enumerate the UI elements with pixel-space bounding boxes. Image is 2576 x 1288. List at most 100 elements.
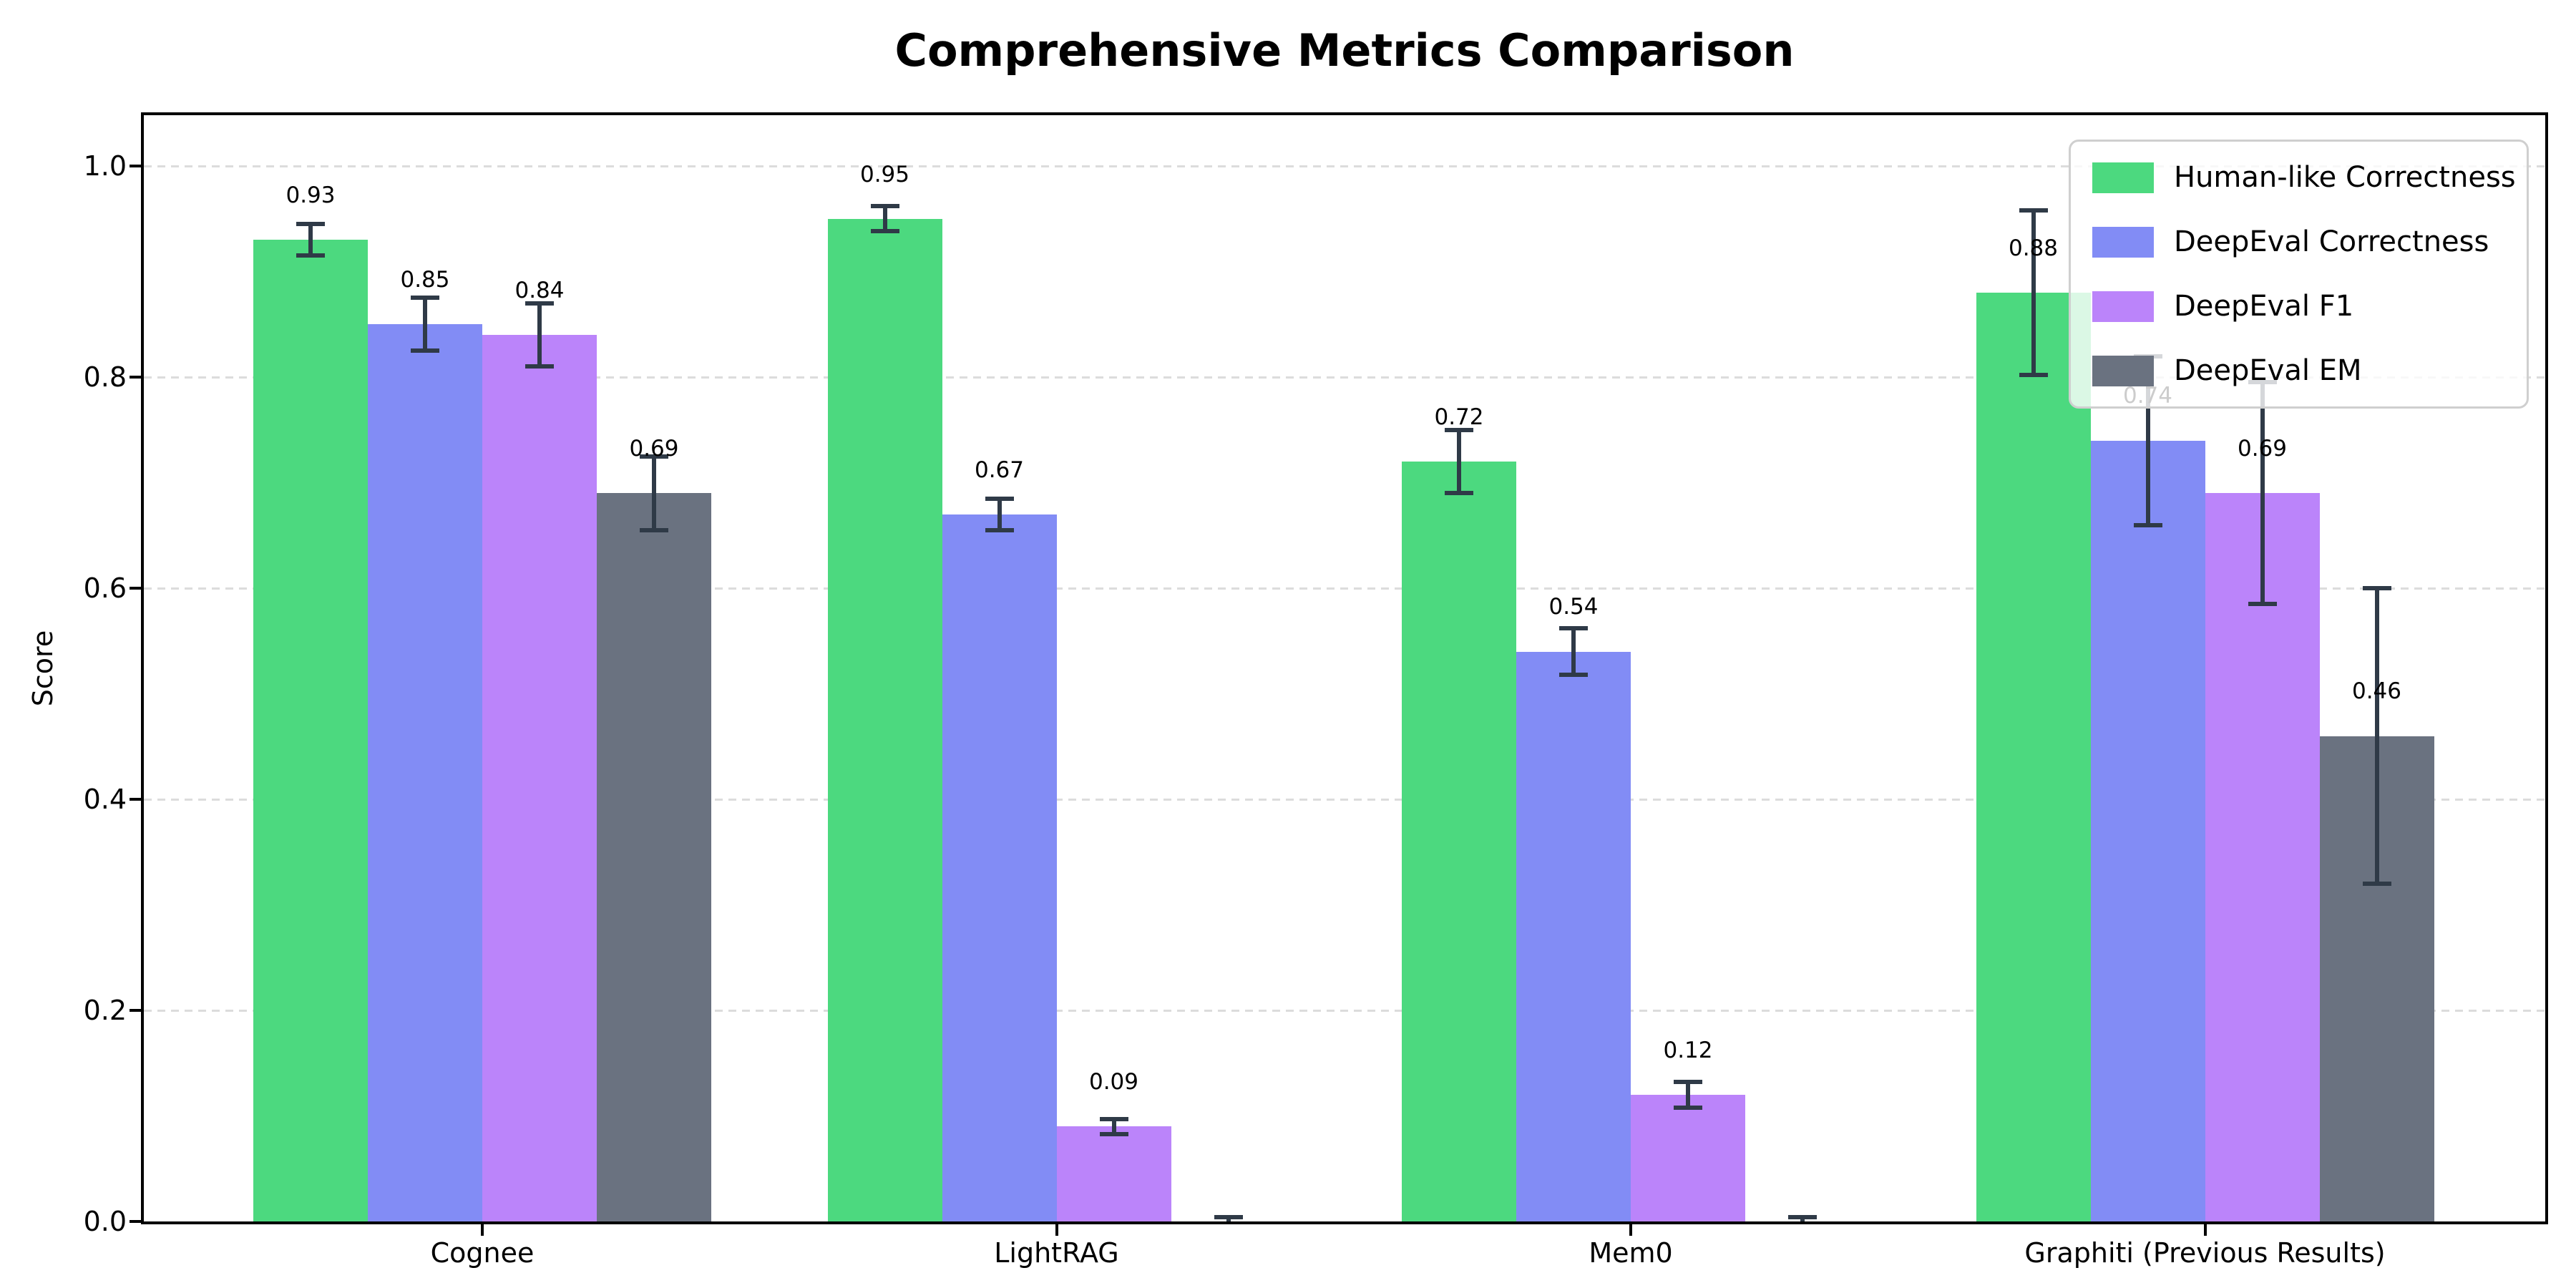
error-bar-line	[1111, 1118, 1116, 1134]
x-tick-mark	[1055, 1224, 1058, 1236]
legend-label: DeepEval EM	[2174, 354, 2362, 387]
error-bar-cap-top	[2362, 586, 2391, 590]
error-bar-cap-top	[1099, 1116, 1128, 1121]
y-tick-mark	[130, 165, 141, 167]
y-tick-label: 1.0	[83, 150, 127, 182]
x-tick-mark	[481, 1224, 484, 1236]
bar	[1516, 651, 1631, 1221]
bar-value-label: 0.72	[1434, 404, 1484, 430]
error-bar-cap-top	[985, 496, 1014, 501]
error-bar-cap-top	[870, 204, 899, 209]
error-bar-cap-bottom	[1674, 1105, 1702, 1110]
error-bar-cap-bottom	[640, 527, 668, 532]
x-tick-label: Cognee	[430, 1237, 535, 1269]
bar	[827, 218, 942, 1221]
bar	[597, 493, 711, 1221]
legend-label: Human-like Correctness	[2174, 161, 2516, 194]
y-tick-mark	[130, 1220, 141, 1223]
error-bar-cap-bottom	[2362, 882, 2391, 886]
bar	[1631, 1095, 1745, 1221]
error-bar-line	[1571, 628, 1576, 675]
y-tick-mark	[130, 376, 141, 379]
bar-value-label: 0.85	[400, 267, 450, 293]
legend-swatch	[2092, 355, 2154, 386]
error-bar-line	[652, 456, 656, 530]
error-bar-line	[1686, 1082, 1690, 1108]
y-tick-mark	[130, 1009, 141, 1012]
y-tick-label: 0.8	[83, 361, 127, 393]
error-bar-line	[997, 498, 1002, 530]
x-tick-label: LightRAG	[994, 1237, 1119, 1269]
error-bar-cap-top	[1674, 1080, 1702, 1085]
axes-frame	[141, 112, 2548, 1224]
error-bar-line	[882, 206, 887, 232]
bar	[368, 324, 482, 1221]
bar	[1056, 1126, 1171, 1221]
error-bar-cap-bottom	[985, 527, 1014, 532]
x-tick-label: Graphiti (Previous Results)	[2024, 1237, 2386, 1269]
error-bar-cap-bottom	[2248, 602, 2277, 607]
legend-item: DeepEval F1	[2092, 289, 2505, 323]
error-bar-cap-bottom	[525, 364, 554, 369]
error-bar-cap-bottom	[2019, 373, 2048, 378]
x-tick-label: Mem0	[1589, 1237, 1673, 1269]
error-bar-line	[537, 303, 542, 367]
bar	[482, 335, 597, 1221]
gridline	[144, 798, 2545, 801]
bar	[942, 514, 1057, 1221]
legend-swatch	[2092, 162, 2154, 193]
x-tick-mark	[2203, 1224, 2207, 1236]
legend-item: DeepEval Correctness	[2092, 225, 2505, 259]
chart-title: Comprehensive Metrics Comparison	[894, 24, 1795, 77]
error-bar-cap-bottom	[870, 229, 899, 234]
x-tick-mark	[1629, 1224, 1632, 1236]
bar-value-label: 0.69	[629, 436, 679, 462]
error-bar-cap-top	[1788, 1215, 1817, 1220]
legend-label: DeepEval Correctness	[2174, 225, 2489, 258]
error-bar-line	[2260, 382, 2265, 605]
y-tick-label: 0.6	[83, 572, 127, 604]
error-bar-cap-top	[411, 296, 439, 301]
y-tick-mark	[130, 798, 141, 801]
bar	[2205, 493, 2320, 1221]
y-axis-label: Score	[27, 630, 59, 707]
bar-value-label: 0.54	[1548, 594, 1599, 620]
error-bar-line	[1457, 429, 1461, 494]
bar	[1976, 293, 2091, 1221]
legend-swatch	[2092, 291, 2154, 322]
bar-value-label: 0.84	[514, 277, 565, 303]
bar-value-label: 0.95	[859, 161, 910, 187]
error-bar-cap-bottom	[296, 253, 325, 258]
y-tick-label: 0.4	[83, 784, 127, 815]
error-bar-cap-bottom	[1099, 1131, 1128, 1136]
bar	[2090, 440, 2205, 1221]
error-bar-cap-top	[640, 454, 668, 459]
error-bar-cap-top	[2019, 208, 2048, 213]
gridline	[144, 376, 2545, 379]
error-bar-line	[308, 224, 313, 256]
error-bar-cap-bottom	[1445, 491, 1473, 496]
error-bar-line	[2031, 210, 2036, 376]
legend: Human-like Correctness DeepEval Correctne…	[2069, 140, 2529, 409]
bar-value-label: 0.46	[2351, 678, 2402, 705]
legend-item: Human-like Correctness	[2092, 160, 2516, 195]
error-bar-line	[2374, 588, 2379, 884]
error-bar-cap-top	[1445, 427, 1473, 432]
bar-value-label: 0.88	[2008, 235, 2059, 261]
plot-area: 0.930.950.720.880.850.670.540.740.840.09…	[144, 115, 2545, 1221]
gridline	[144, 165, 2545, 167]
error-bar-cap-top	[296, 222, 325, 227]
error-bar-line	[423, 298, 427, 351]
bar-value-label: 0.93	[286, 182, 336, 208]
bar-value-label: 0.67	[974, 457, 1025, 483]
bar	[1402, 462, 1516, 1221]
bar-value-label: 0.09	[1088, 1069, 1139, 1095]
error-bar-cap-bottom	[411, 348, 439, 353]
error-bar-line	[2145, 356, 2150, 525]
legend-label: DeepEval F1	[2174, 290, 2354, 323]
bar-value-label: 0.12	[1663, 1037, 1713, 1063]
bar	[253, 240, 368, 1221]
gridline	[144, 1009, 2545, 1012]
error-bar-cap-bottom	[2133, 522, 2162, 527]
